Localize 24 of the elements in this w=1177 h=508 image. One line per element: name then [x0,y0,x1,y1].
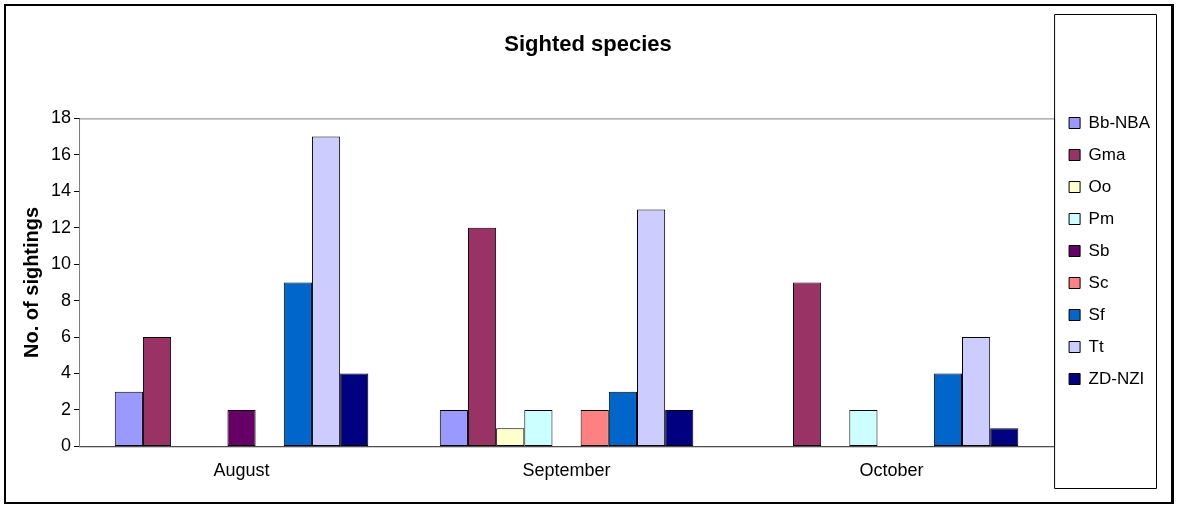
y-tick-label: 0 [61,435,72,456]
legend-label: Sc [1088,272,1109,292]
legend-label: Pm [1088,208,1115,228]
y-tick-label: 16 [50,143,72,164]
legend-label: Oo [1088,176,1112,196]
y-tick-label: 18 [50,107,72,128]
x-tick-label: September [522,460,611,481]
y-tick-label: 10 [50,253,72,274]
legend-label: Sf [1088,304,1105,324]
y-tick-label: 6 [61,326,72,347]
chart-title: Sighted species [504,31,672,57]
legend-label: Tt [1088,336,1104,356]
y-tick-label: 2 [61,398,72,419]
y-tick-label: 8 [61,289,72,310]
x-tick-label: August [213,460,270,481]
legend-label: Bb-NBA [1088,112,1151,132]
y-axis-title: No. of sightings [19,206,42,358]
y-tick-label: 14 [50,180,72,201]
legend-label: Gma [1088,144,1126,164]
legend-label: ZD-NZI [1088,368,1145,388]
x-tick-label: October [859,460,924,481]
legend-label: Sb [1088,240,1110,260]
y-tick-label: 12 [50,216,72,237]
y-tick-label: 4 [61,362,72,383]
